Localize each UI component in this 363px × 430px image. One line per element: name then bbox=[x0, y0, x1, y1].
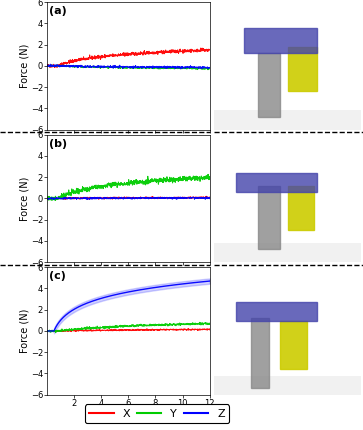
Bar bbox=[251, 318, 269, 388]
Legend: X, Y, Z: X, Y, Z bbox=[85, 404, 229, 423]
X-axis label: Time (s): Time (s) bbox=[109, 409, 148, 419]
Y-axis label: Force (N): Force (N) bbox=[19, 309, 29, 353]
Bar bbox=[236, 173, 317, 192]
Text: (c): (c) bbox=[49, 271, 66, 281]
Bar bbox=[244, 28, 317, 53]
Bar bbox=[258, 186, 280, 249]
Y-axis label: Force (N): Force (N) bbox=[19, 176, 29, 221]
Text: (a): (a) bbox=[49, 6, 66, 16]
Bar bbox=[288, 47, 317, 91]
Bar bbox=[258, 53, 280, 117]
Y-axis label: Force (N): Force (N) bbox=[19, 44, 29, 88]
Text: (b): (b) bbox=[49, 138, 67, 148]
Bar bbox=[214, 243, 361, 262]
Bar bbox=[214, 111, 361, 129]
Bar bbox=[288, 186, 314, 230]
Bar bbox=[280, 321, 307, 369]
Bar bbox=[214, 375, 361, 395]
Bar bbox=[236, 302, 317, 321]
